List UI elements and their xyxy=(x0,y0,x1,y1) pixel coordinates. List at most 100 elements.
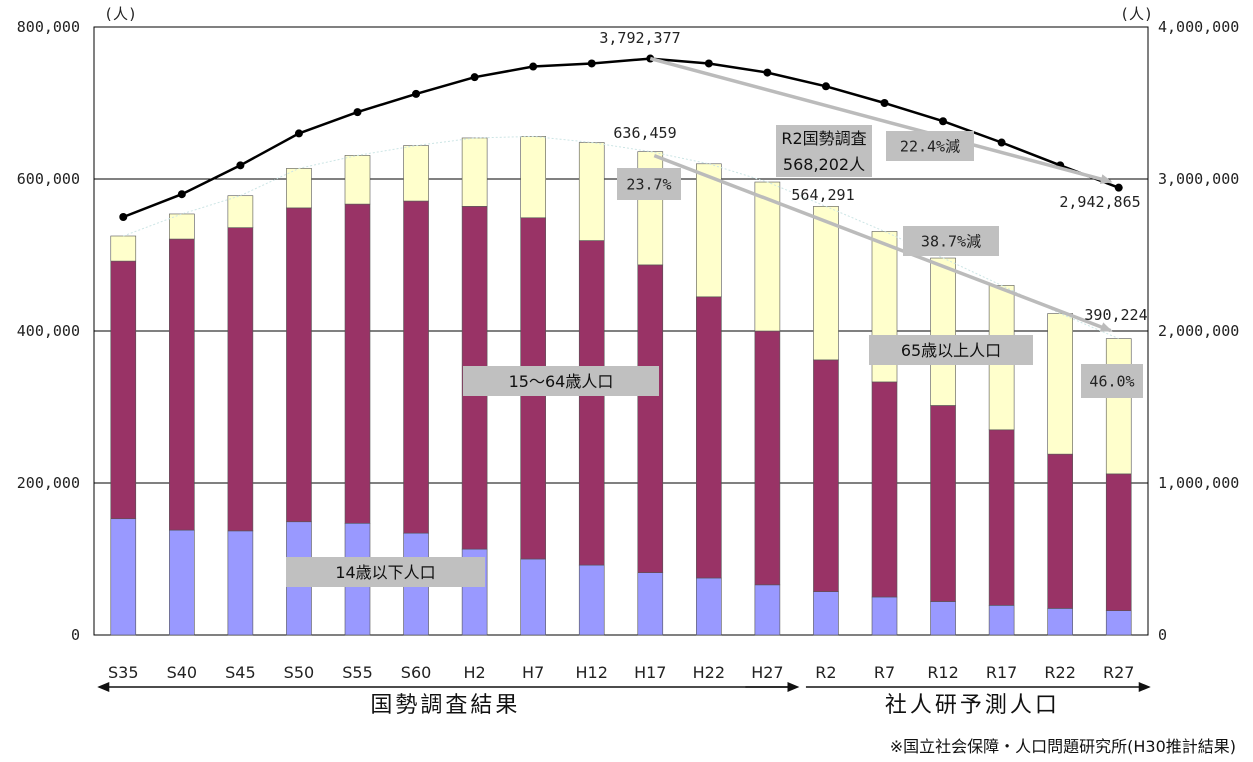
bar-working xyxy=(1047,453,1073,609)
total-population-point xyxy=(529,62,538,71)
elder-series-label: 65歳以上人口 xyxy=(901,341,1001,360)
bar-elder xyxy=(578,142,605,241)
total-population-point xyxy=(821,82,830,91)
working-series-label-box xyxy=(463,366,659,396)
bar-working xyxy=(578,240,605,566)
x-category-label: H12 xyxy=(576,663,608,682)
x-category-label: R22 xyxy=(1044,663,1075,682)
y-right-tick-label: 3,000,000 xyxy=(1158,170,1239,188)
total-decrease-arrow xyxy=(649,56,1113,184)
x-category-label: S50 xyxy=(284,663,315,682)
x-category-label: H17 xyxy=(634,663,666,682)
y-right-tick-label: 1,000,000 xyxy=(1158,474,1239,492)
bar-elder xyxy=(930,257,956,406)
y-left-unit-label: (人) xyxy=(104,5,137,23)
census-r2-label: 568,202人 xyxy=(783,155,865,174)
plot-area: 0 200,000 400,000 600,000 800,000 0 1,000,000 2… xyxy=(17,5,1240,756)
bar-child xyxy=(988,605,1015,636)
elder-series-label-box xyxy=(869,335,1033,365)
x-category-label: S55 xyxy=(342,663,373,682)
x-category-label: R7 xyxy=(874,663,895,682)
y-left-tick-label: 200,000 xyxy=(17,474,80,492)
bar-child xyxy=(169,529,195,636)
x-category-label: H27 xyxy=(751,663,783,682)
y-left-tick-label: 400,000 xyxy=(17,322,80,340)
x-category-label: S40 xyxy=(167,663,198,682)
bar-working xyxy=(696,296,722,579)
x-category-label: R17 xyxy=(986,663,1017,682)
bar-child xyxy=(637,572,664,636)
bar-decrease-label: 38.7%減 xyxy=(921,232,981,250)
x-category-label: R12 xyxy=(927,663,958,682)
total-population-point xyxy=(177,190,186,199)
bar-working xyxy=(988,429,1015,606)
bar-elder xyxy=(110,235,137,262)
y-left-tick-label: 0 xyxy=(71,626,80,644)
bar-elder xyxy=(813,206,839,361)
bar-decrease-label-box xyxy=(903,226,999,256)
total-population-point xyxy=(353,108,362,117)
census-r2-label-box xyxy=(776,125,872,177)
total-population-point xyxy=(470,73,479,82)
total-population-line xyxy=(122,57,1120,219)
y-left-tick-label: 600,000 xyxy=(17,170,80,188)
total-end-label: 2,942,865 xyxy=(1059,193,1140,211)
census-period-label: 国勢調査結果 xyxy=(370,693,520,718)
x-category-label: H22 xyxy=(693,663,725,682)
source-note: ※国立社会保障・人口問題研究所(H30推計結果) xyxy=(890,737,1236,756)
x-category-label: S35 xyxy=(108,663,139,682)
bar-elder xyxy=(344,155,371,205)
bar-top-guide xyxy=(123,135,1119,340)
elder-pct-start-label: 23.7% xyxy=(626,175,671,193)
total-population-point xyxy=(939,117,948,126)
bar-child xyxy=(871,596,898,636)
bar-elder xyxy=(227,195,254,228)
bar-elder xyxy=(1047,313,1073,455)
total-decrease-label-box xyxy=(886,131,974,161)
bar-elder xyxy=(1105,338,1132,475)
bar-child xyxy=(110,518,137,636)
bar-working xyxy=(754,330,781,586)
bar-elder xyxy=(461,137,488,207)
y-right-unit-label: (人) xyxy=(1120,5,1153,23)
total-population-point xyxy=(704,59,713,68)
bar-working xyxy=(637,264,664,573)
projection-period-label: 社人研予測人口 xyxy=(885,693,1060,718)
bar-working xyxy=(110,260,137,520)
child-series-label: 14歳以下人口 xyxy=(335,563,435,582)
total-population-point xyxy=(412,89,421,98)
bar-child xyxy=(1047,608,1073,636)
bar-working xyxy=(871,381,898,598)
bar-working xyxy=(403,200,429,534)
total-population-point xyxy=(294,129,303,138)
bar-working xyxy=(813,359,839,592)
bar-working xyxy=(344,203,371,524)
bar-peak-label: 636,459 xyxy=(613,124,676,142)
elder-pct-end-label-box xyxy=(1081,364,1143,398)
working-series-label: 15～64歳人口 xyxy=(509,372,614,391)
bar-decrease-arrow xyxy=(653,154,1113,333)
total-population-point xyxy=(763,68,772,77)
y-right-tick-label: 4,000,000 xyxy=(1158,18,1239,36)
total-population-point xyxy=(587,59,596,68)
bar-child xyxy=(930,601,956,636)
bar-elder xyxy=(520,136,546,219)
x-category-label: R27 xyxy=(1103,663,1134,682)
y-left-tick-label: 800,000 xyxy=(17,18,80,36)
y-right-tick-label: 2,000,000 xyxy=(1158,322,1239,340)
x-category-label: S45 xyxy=(225,663,256,682)
bar-working xyxy=(227,227,254,532)
bar-child xyxy=(754,584,781,636)
bar-r2-label: 564,291 xyxy=(791,186,854,204)
bar-child xyxy=(696,577,722,636)
total-population-point xyxy=(119,213,128,221)
x-category-label: S60 xyxy=(401,663,432,682)
bar-child xyxy=(1105,610,1132,636)
census-r2-label: R2国勢調査 xyxy=(781,129,866,148)
bar-elder xyxy=(403,145,429,202)
total-population-point xyxy=(236,161,245,170)
child-series-label-box xyxy=(286,557,485,587)
bar-child xyxy=(520,558,546,636)
total-population-point xyxy=(880,99,889,107)
